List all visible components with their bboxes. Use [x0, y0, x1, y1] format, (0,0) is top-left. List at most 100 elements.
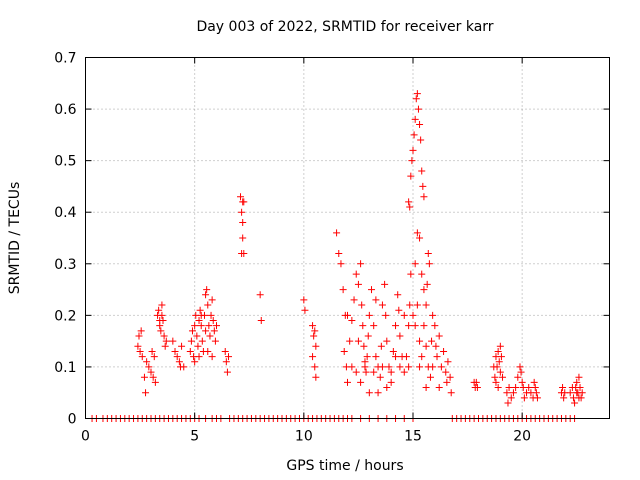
data-point — [135, 332, 143, 340]
data-point — [173, 353, 181, 361]
data-point — [573, 389, 581, 397]
data-point — [137, 327, 145, 335]
data-point — [435, 384, 443, 392]
data-point — [517, 368, 525, 376]
data-point — [416, 234, 424, 242]
data-point — [385, 363, 393, 371]
data-point — [420, 286, 428, 294]
data-point — [413, 90, 421, 98]
data-point — [361, 363, 369, 371]
data-point — [425, 260, 433, 268]
data-point — [206, 332, 214, 340]
data-point — [387, 368, 395, 376]
data-point — [573, 378, 581, 386]
data-point — [157, 327, 165, 335]
data-point — [193, 332, 201, 340]
data-point — [571, 399, 579, 407]
data-point — [312, 373, 320, 381]
data-point — [504, 399, 512, 407]
data-point — [413, 301, 421, 309]
data-point — [175, 358, 183, 366]
data-point — [372, 296, 380, 304]
data-point — [370, 368, 378, 376]
data-point — [309, 322, 317, 330]
x-axis-ticks: 0 5 10 15 20 — [81, 57, 531, 445]
data-point — [211, 337, 219, 345]
data-point — [309, 353, 317, 361]
data-point — [171, 347, 179, 355]
data-point — [352, 270, 360, 278]
data-point — [142, 389, 150, 397]
data-point — [344, 378, 351, 386]
data-point — [377, 342, 385, 350]
data-point — [359, 322, 367, 330]
data-point — [520, 394, 528, 402]
data-point — [333, 229, 341, 237]
data-point — [493, 363, 501, 371]
x-tick-label: 10 — [295, 429, 313, 445]
data-point — [422, 301, 430, 309]
y-tick-label: 0.5 — [54, 154, 76, 170]
data-point — [472, 378, 480, 386]
data-point — [370, 322, 378, 330]
data-point — [396, 363, 404, 371]
data-point — [188, 327, 196, 335]
data-point — [496, 368, 504, 376]
data-point — [376, 373, 384, 381]
data-point — [400, 368, 408, 376]
data-point — [559, 384, 567, 392]
data-point — [158, 301, 166, 309]
x-axis-label: GPS time / hours — [286, 458, 403, 474]
data-point — [405, 322, 413, 330]
data-point — [221, 347, 229, 355]
data-point — [411, 322, 419, 330]
data-point — [204, 301, 212, 309]
data-point — [365, 389, 373, 397]
y-tick-label: 0.4 — [54, 205, 76, 221]
data-point — [395, 306, 403, 314]
data-point — [409, 311, 417, 319]
data-point — [419, 182, 427, 190]
data-point — [407, 270, 415, 278]
data-point — [344, 311, 351, 319]
data-point — [417, 136, 425, 144]
data-point — [514, 373, 522, 381]
data-point — [406, 203, 414, 211]
data-point — [429, 363, 437, 371]
data-point — [198, 337, 206, 345]
data-point — [444, 358, 452, 366]
data-point — [416, 337, 424, 345]
data-point — [495, 358, 503, 366]
data-point — [378, 363, 386, 371]
data-point — [575, 373, 583, 381]
data-point — [362, 368, 370, 376]
data-point — [134, 342, 142, 350]
data-point — [363, 353, 371, 361]
data-point — [357, 260, 365, 268]
data-point — [382, 311, 390, 319]
data-point — [208, 296, 216, 304]
data-point — [195, 317, 203, 325]
data-point — [158, 311, 166, 319]
data-point — [431, 322, 439, 330]
data-point — [499, 373, 507, 381]
data-point — [531, 384, 539, 392]
data-point — [310, 332, 318, 340]
data-point — [205, 322, 213, 330]
chart-title: Day 003 of 2022, SRMTID for receiver kar… — [196, 19, 493, 35]
data-point — [418, 353, 426, 361]
data-point — [447, 389, 455, 397]
data-point — [496, 342, 504, 350]
y-axis-ticks: 0 0.1 0.2 0.3 0.4 0.5 0.6 0.7 — [54, 51, 610, 428]
data-point — [352, 368, 360, 376]
data-point — [423, 280, 431, 288]
data-point — [381, 280, 389, 288]
data-point — [405, 363, 413, 371]
data-point — [222, 358, 230, 366]
data-point — [392, 322, 400, 330]
data-point — [409, 146, 417, 154]
data-point — [354, 280, 362, 288]
data-point — [405, 198, 413, 206]
data-point — [378, 301, 386, 309]
data-point — [416, 363, 424, 371]
